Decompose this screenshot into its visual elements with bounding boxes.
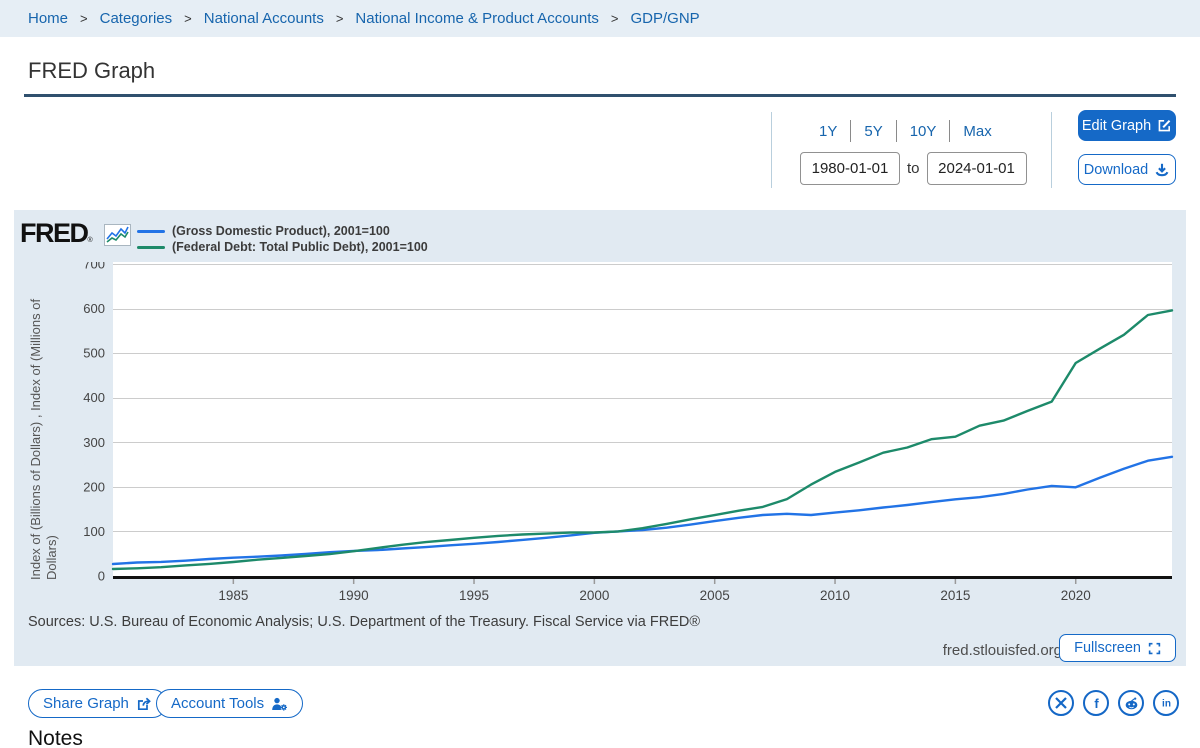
y-tick-label: 0	[98, 569, 105, 584]
share-graph-label: Share Graph	[43, 695, 129, 712]
range-5y-link[interactable]: 5Y	[864, 122, 883, 140]
account-tools-button[interactable]: Account Tools	[156, 689, 304, 718]
range-max-link[interactable]: Max	[963, 122, 992, 140]
range-separator	[850, 120, 852, 142]
plot-background	[113, 262, 1172, 578]
reddit-icon[interactable]	[1118, 690, 1144, 716]
fred-brand-text: FRED	[20, 218, 89, 248]
breadcrumb-nipa[interactable]: National Income & Product Accounts	[355, 10, 599, 27]
line-chart-plot[interactable]: 0 100 200 300 400 500 600 700 1985 1990 1995 2000 20…	[14, 262, 1186, 614]
y-tick-label: 500	[83, 346, 105, 361]
date-to-label: to	[907, 160, 920, 177]
toolbar-divider	[771, 112, 772, 188]
toolbar-divider	[1051, 112, 1052, 188]
y-tick-label: 100	[83, 524, 105, 539]
x-tick-label: 1985	[218, 588, 248, 603]
x-tick-label: 1990	[339, 588, 369, 603]
breadcrumb-gdp-gnp[interactable]: GDP/GNP	[630, 10, 700, 27]
start-date-input[interactable]	[800, 152, 900, 185]
x-tick-label: 2010	[820, 588, 850, 603]
fullscreen-label: Fullscreen	[1074, 640, 1141, 656]
graph-toolbar: 1Y 5Y 10Y Max to Edit Graph Download	[0, 105, 1200, 197]
download-label: Download	[1083, 161, 1149, 178]
breadcrumb-categories[interactable]: Categories	[99, 10, 173, 27]
download-button[interactable]: Download	[1078, 154, 1176, 185]
y-tick-label: 600	[83, 301, 105, 316]
social-links: f in	[1048, 690, 1179, 716]
y-axis-title: Index of (Billions of Dollars) , Index o…	[28, 298, 59, 580]
download-icon	[1155, 163, 1169, 176]
series-2-label: (Federal Debt: Total Public Debt), 2001=…	[172, 240, 428, 254]
site-watermark: fred.stlouisfed.org	[942, 642, 1062, 659]
fullscreen-icon	[1148, 642, 1161, 654]
range-separator	[949, 120, 951, 142]
breadcrumb-separator: >	[610, 11, 619, 26]
breadcrumb: Home > Categories > National Accounts > …	[0, 0, 1200, 37]
account-tools-icon	[272, 697, 288, 711]
legend-item-gdp: (Gross Domestic Product), 2001=100	[137, 223, 428, 239]
series-1-label: (Gross Domestic Product), 2001=100	[172, 224, 390, 238]
edit-icon	[1158, 120, 1171, 132]
notes-heading: Notes	[28, 727, 83, 748]
registered-mark: ®	[87, 237, 93, 244]
footer-actions: Share Graph Account Tools f	[0, 689, 1200, 719]
chart-legend: (Gross Domestic Product), 2001=100 (Fede…	[137, 223, 428, 255]
share-graph-button[interactable]: Share Graph	[28, 689, 167, 718]
title-divider	[24, 94, 1176, 97]
linkedin-icon[interactable]: in	[1153, 690, 1179, 716]
breadcrumb-separator: >	[184, 11, 192, 26]
y-tick-label: 200	[83, 479, 105, 494]
date-range-presets: 1Y 5Y 10Y Max	[806, 119, 1005, 143]
edit-graph-label: Edit Graph	[1081, 117, 1152, 134]
share-icon	[137, 697, 151, 710]
fullscreen-button[interactable]: Fullscreen	[1059, 634, 1176, 662]
legend-item-debt: (Federal Debt: Total Public Debt), 2001=…	[137, 239, 428, 255]
x-twitter-icon[interactable]	[1048, 690, 1074, 716]
x-tick-label: 2020	[1061, 588, 1091, 603]
svg-text:in: in	[1162, 699, 1171, 710]
series-line-1	[111, 455, 1174, 566]
fred-sparkline-icon	[104, 224, 131, 246]
sources-note: Sources: U.S. Bureau of Economic Analysi…	[28, 614, 701, 630]
end-date-input[interactable]	[926, 152, 1027, 185]
facebook-icon[interactable]: f	[1083, 690, 1109, 716]
range-1y-link[interactable]: 1Y	[819, 122, 838, 140]
graph-panel: FRED® (Gross Domestic Product), 2001=100…	[14, 210, 1186, 666]
fred-logo: FRED®	[20, 218, 131, 249]
breadcrumb-separator: >	[80, 11, 88, 26]
account-tools-label: Account Tools	[171, 695, 265, 712]
page-title: FRED Graph	[28, 58, 156, 83]
y-tick-label: 300	[83, 435, 105, 450]
x-tick-label: 2005	[700, 588, 730, 603]
series-1-swatch	[137, 230, 165, 233]
x-tick-label: 1995	[459, 588, 489, 603]
breadcrumb-national-accounts[interactable]: National Accounts	[203, 10, 324, 27]
range-separator	[895, 120, 897, 142]
series-line-2	[111, 309, 1174, 571]
range-10y-link[interactable]: 10Y	[909, 122, 937, 140]
edit-graph-button[interactable]: Edit Graph	[1078, 110, 1176, 141]
breadcrumb-home[interactable]: Home	[28, 10, 69, 27]
y-tick-label: 700	[83, 262, 105, 272]
series-2-swatch	[137, 246, 165, 249]
x-tick-label: 2000	[579, 588, 609, 603]
date-range-inputs: to	[800, 152, 1027, 185]
x-tick-label: 2015	[940, 588, 970, 603]
svg-text:f: f	[1094, 696, 1099, 710]
y-tick-label: 400	[83, 390, 105, 405]
breadcrumb-separator: >	[335, 11, 344, 26]
